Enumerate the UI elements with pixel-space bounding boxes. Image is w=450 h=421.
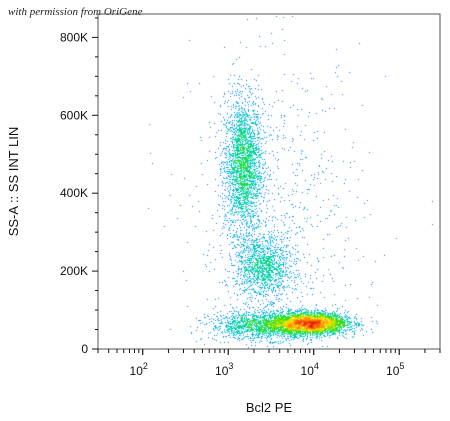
- y-tick-label: 800K: [60, 30, 88, 44]
- x-axis-title: Bcl2 PE: [246, 400, 293, 415]
- y-tick-label: 200K: [60, 264, 88, 278]
- x-axis: 102 103 104 105: [97, 349, 441, 378]
- y-tick-label: 400K: [60, 186, 88, 200]
- y-tick-label: 0: [81, 342, 88, 356]
- x-tick-label: 103: [215, 361, 233, 378]
- y-axis-title: SS-A :: SS INT LIN: [6, 127, 21, 237]
- density-scatter: [98, 14, 440, 349]
- x-tick-label: 104: [301, 361, 319, 378]
- x-tick-label: 102: [130, 361, 148, 378]
- x-tick-label: 105: [386, 361, 404, 378]
- y-axis: 0 200K 400K 600K 800K: [60, 17, 98, 356]
- y-tick-label: 600K: [60, 108, 88, 122]
